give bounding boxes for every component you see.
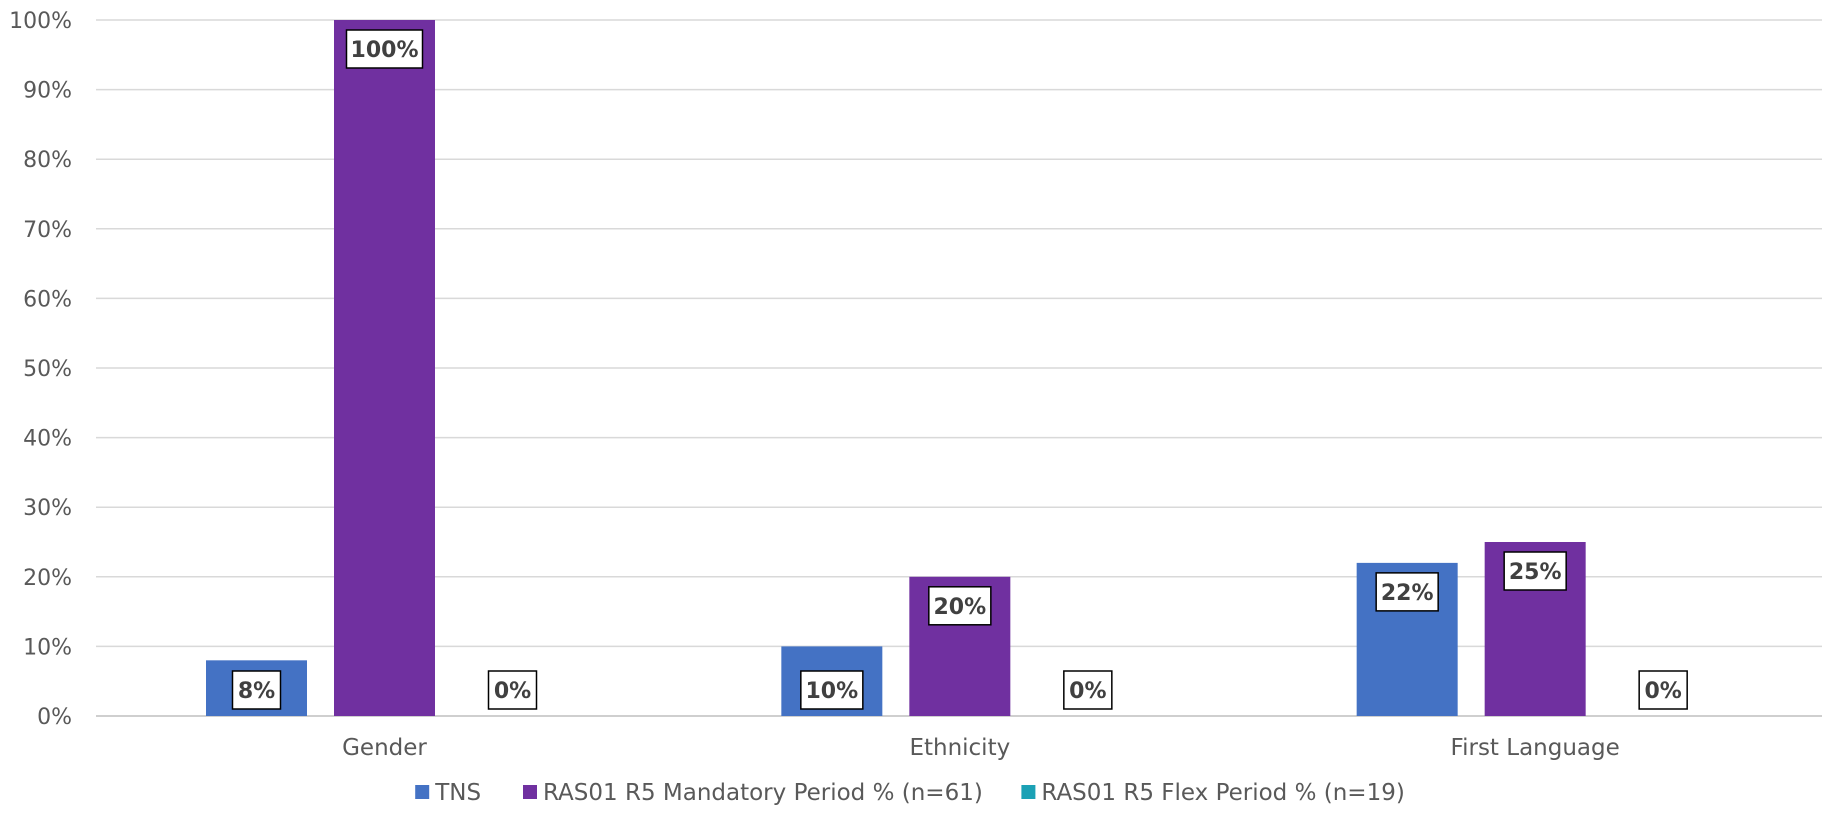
data-label: 22% (1381, 581, 1434, 606)
data-label-box (1063, 670, 1113, 710)
data-label-box (345, 29, 424, 69)
data-label: 0% (1644, 679, 1681, 704)
legend-label: RAS01 R5 Flex Period % (n=19) (1041, 780, 1404, 806)
x-axis: Gender Ethnicity First Language (342, 735, 1620, 761)
data-label-box (487, 670, 538, 710)
data-label: 0% (1069, 679, 1106, 704)
data-label-box (800, 670, 864, 710)
y-tick-label: 100% (9, 9, 72, 34)
y-tick-label: 90% (23, 79, 72, 104)
y-tick-label: 10% (23, 635, 72, 660)
x-tick-label: Ethnicity (909, 735, 1010, 761)
legend-label: TNS (434, 780, 481, 806)
y-tick-label: 50% (23, 357, 72, 382)
data-label: 10% (805, 679, 858, 704)
data-label: 100% (351, 38, 419, 63)
bar (334, 20, 435, 716)
legend-swatch (415, 785, 430, 799)
legend-swatch (1021, 785, 1036, 799)
data-label: 8% (238, 679, 275, 704)
legend-label: RAS01 R5 Mandatory Period % (n=61) (543, 780, 983, 806)
data-label-box (1375, 572, 1439, 612)
y-tick-label: 20% (23, 566, 72, 591)
y-tick-label: 0% (37, 705, 72, 730)
y-tick-label: 30% (23, 496, 72, 521)
data-label: 25% (1509, 560, 1562, 585)
data-label-box (231, 670, 282, 710)
y-tick-label: 70% (23, 218, 72, 243)
y-axis: 0% 10% 20% 30% 40% 50% 60% 70% 80% 90% 100% (9, 9, 72, 730)
legend: TNS RAS01 R5 Mandatory Period % (n=61) RAS… (415, 780, 1405, 806)
data-label: 0% (494, 679, 531, 704)
data-label-box (928, 586, 992, 626)
data-label-box (1638, 670, 1688, 710)
x-tick-label: First Language (1451, 735, 1620, 761)
data-label-box (1503, 551, 1567, 591)
y-tick-label: 80% (23, 148, 72, 173)
legend-swatch (523, 785, 537, 799)
data-label: 20% (933, 595, 986, 620)
y-tick-label: 60% (23, 287, 72, 312)
x-tick-label: Gender (342, 735, 427, 761)
y-tick-label: 40% (23, 427, 72, 452)
data-labels: 8% 100% 0% 10% 20% 0% 22% 25% 0% (231, 29, 1688, 710)
